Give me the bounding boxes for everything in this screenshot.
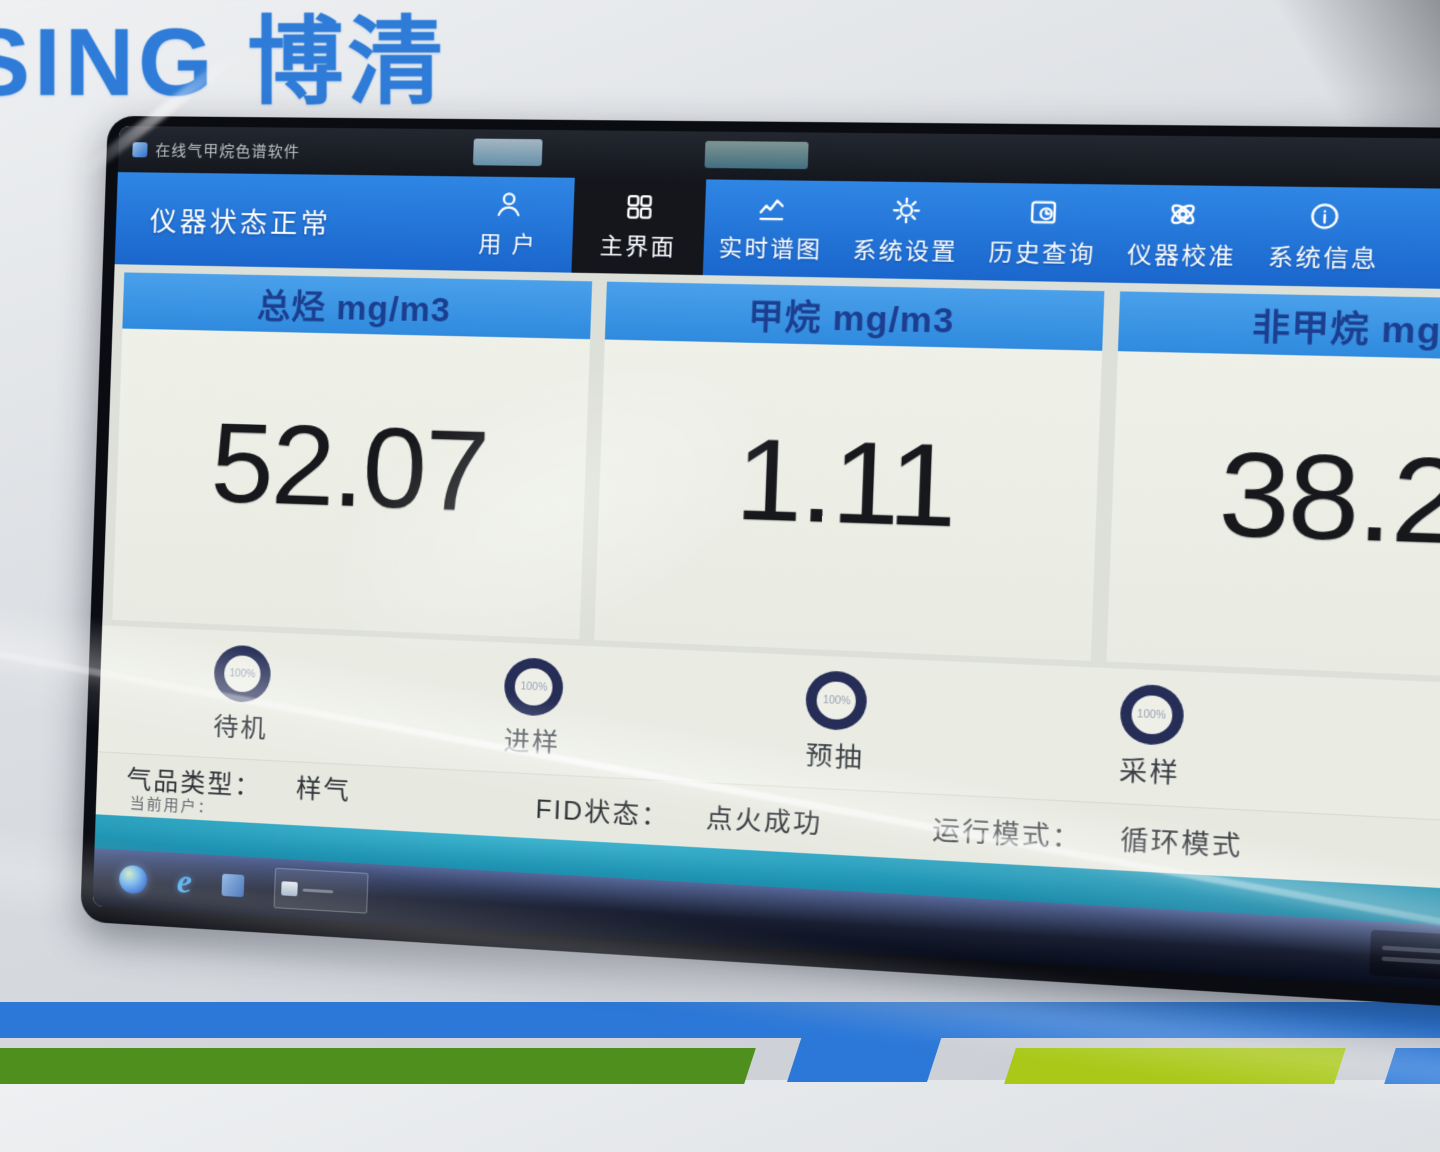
progress-ring-icon: 100% bbox=[213, 644, 272, 704]
reading-value: 52.07 bbox=[208, 399, 490, 535]
fid-status: FID状态： 点火成功 bbox=[535, 795, 823, 840]
machine-livery-stripes bbox=[0, 1000, 1440, 1084]
tab-main[interactable]: 主界面 bbox=[571, 177, 707, 276]
panel-total-hydrocarbon: 总烃 mg/m3 52.07 bbox=[112, 272, 592, 640]
analyzer-screen-bezel: 在线气甲烷色谱软件 — □ ✕ 仪器状态正常 用 户 bbox=[80, 115, 1440, 1019]
reading-value: 38.22 bbox=[1216, 426, 1440, 572]
livery-green-left bbox=[0, 1048, 756, 1084]
taskbar-open-window-button[interactable] bbox=[273, 867, 369, 914]
tab-user[interactable]: 用 户 bbox=[442, 176, 575, 273]
tab-instrument-calibration[interactable]: 仪器校准 bbox=[1110, 184, 1254, 285]
system-tray[interactable] bbox=[1369, 929, 1440, 991]
tab-system-settings[interactable]: 系统设置 bbox=[836, 181, 975, 280]
progress-ring-icon: 100% bbox=[805, 669, 869, 732]
livery-blue-band bbox=[0, 1002, 1440, 1038]
stage-standby: 100% 待机 bbox=[212, 644, 272, 745]
tray-date-area bbox=[1381, 956, 1440, 969]
window-thumbnail bbox=[281, 881, 298, 897]
reading-value: 1.11 bbox=[733, 413, 958, 552]
gear-icon bbox=[889, 194, 923, 226]
grid-icon bbox=[623, 191, 656, 223]
panel-non-methane: 非甲烷 mg/m3 38.22 bbox=[1106, 291, 1440, 684]
start-button-icon[interactable] bbox=[118, 864, 148, 895]
progress-ring-icon: 100% bbox=[1118, 683, 1185, 747]
history-icon bbox=[1026, 196, 1061, 228]
user-icon bbox=[493, 189, 525, 220]
stage-sampling: 100% 采样 bbox=[1117, 683, 1185, 792]
progress-ring-icon: 100% bbox=[503, 656, 565, 718]
calibration-icon bbox=[1165, 198, 1200, 231]
window-title: 在线气甲烷色谱软件 bbox=[155, 141, 301, 161]
screen-reflection bbox=[704, 140, 809, 170]
app-icon bbox=[132, 141, 148, 157]
windows-desktop: 在线气甲烷色谱软件 — □ ✕ 仪器状态正常 用 户 bbox=[92, 125, 1440, 1001]
instrument-status-text: 仪器状态正常 bbox=[149, 206, 332, 240]
current-user-status: 当前用户： bbox=[129, 795, 215, 817]
tab-system-info[interactable]: 系统信息 bbox=[1251, 186, 1398, 288]
photo-corner-shade bbox=[1210, 0, 1440, 130]
brand-logo: SING 博清 bbox=[0, 9, 448, 116]
readings-row: 总烃 mg/m3 52.07 甲烷 mg/m3 1.11 非甲烷 mg/m3 3… bbox=[102, 264, 1440, 691]
info-icon bbox=[1307, 200, 1343, 233]
tab-realtime-spectrum[interactable]: 实时谱图 bbox=[703, 179, 840, 277]
livery-blue-right bbox=[1384, 1048, 1440, 1084]
internet-explorer-icon[interactable]: e bbox=[176, 863, 193, 902]
screen-reflection bbox=[472, 138, 543, 167]
stage-prepump: 100% 预抽 bbox=[804, 669, 869, 776]
stage-inject: 100% 进样 bbox=[502, 656, 565, 760]
tab-history-query[interactable]: 历史查询 bbox=[972, 183, 1114, 283]
taskbar-app-icon[interactable] bbox=[221, 873, 245, 898]
window-thumbnail bbox=[302, 888, 334, 893]
livery-green-right bbox=[1004, 1048, 1346, 1084]
panel-methane: 甲烷 mg/m3 1.11 bbox=[593, 281, 1105, 661]
run-mode-status: 运行模式： 循环模式 bbox=[931, 815, 1244, 863]
spectrum-chart-icon bbox=[755, 193, 788, 225]
livery-blue-ribbon bbox=[787, 1002, 953, 1082]
